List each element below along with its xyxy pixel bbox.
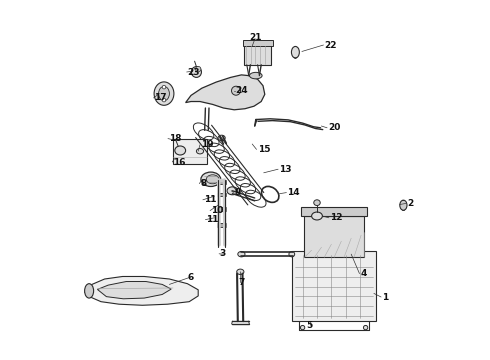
Ellipse shape	[300, 325, 305, 330]
Text: 20: 20	[328, 123, 340, 132]
Text: 19: 19	[201, 140, 214, 149]
Text: 12: 12	[330, 213, 342, 222]
Text: 17: 17	[154, 94, 167, 103]
Text: 13: 13	[279, 165, 292, 174]
Ellipse shape	[175, 146, 186, 155]
Ellipse shape	[162, 85, 166, 89]
Bar	[217, 223, 225, 227]
Ellipse shape	[249, 72, 262, 79]
Text: 5: 5	[307, 321, 313, 330]
Polygon shape	[85, 276, 198, 305]
Bar	[217, 180, 225, 184]
Ellipse shape	[289, 252, 294, 257]
Ellipse shape	[237, 269, 244, 275]
Bar	[217, 207, 225, 211]
Text: 1: 1	[382, 292, 388, 302]
Text: 23: 23	[187, 68, 200, 77]
Text: 8: 8	[200, 179, 206, 188]
Text: 6: 6	[188, 273, 194, 282]
Ellipse shape	[154, 82, 174, 105]
Text: 7: 7	[238, 278, 245, 287]
Ellipse shape	[196, 66, 201, 72]
Ellipse shape	[162, 98, 166, 102]
Ellipse shape	[312, 212, 322, 220]
Text: 18: 18	[169, 134, 181, 143]
Ellipse shape	[206, 175, 219, 184]
Ellipse shape	[159, 86, 170, 101]
Bar	[301, 207, 368, 216]
Text: 11: 11	[204, 195, 216, 204]
Text: 14: 14	[288, 188, 300, 197]
Ellipse shape	[238, 252, 245, 257]
Ellipse shape	[201, 172, 220, 186]
Text: 22: 22	[324, 41, 337, 50]
Ellipse shape	[314, 200, 320, 206]
Bar	[304, 216, 364, 257]
Ellipse shape	[227, 187, 238, 195]
Bar	[243, 40, 273, 46]
Ellipse shape	[192, 67, 201, 77]
Text: 15: 15	[258, 145, 270, 154]
Text: 9: 9	[234, 188, 241, 197]
Ellipse shape	[400, 200, 407, 210]
Text: 16: 16	[173, 158, 186, 166]
Ellipse shape	[196, 149, 204, 154]
Bar	[245, 45, 271, 65]
Text: 4: 4	[360, 269, 367, 278]
Text: 24: 24	[235, 86, 247, 95]
Text: 10: 10	[211, 206, 223, 215]
Ellipse shape	[364, 325, 368, 330]
Text: 11: 11	[206, 215, 219, 224]
Text: 3: 3	[220, 249, 226, 258]
Ellipse shape	[292, 46, 299, 58]
Bar	[173, 139, 207, 164]
Ellipse shape	[218, 135, 225, 140]
Ellipse shape	[231, 86, 241, 95]
Text: 21: 21	[249, 33, 262, 42]
Text: 2: 2	[407, 199, 413, 208]
Ellipse shape	[85, 284, 94, 298]
Polygon shape	[186, 75, 265, 110]
Bar	[217, 193, 225, 196]
Bar	[292, 251, 376, 321]
Polygon shape	[98, 282, 171, 299]
